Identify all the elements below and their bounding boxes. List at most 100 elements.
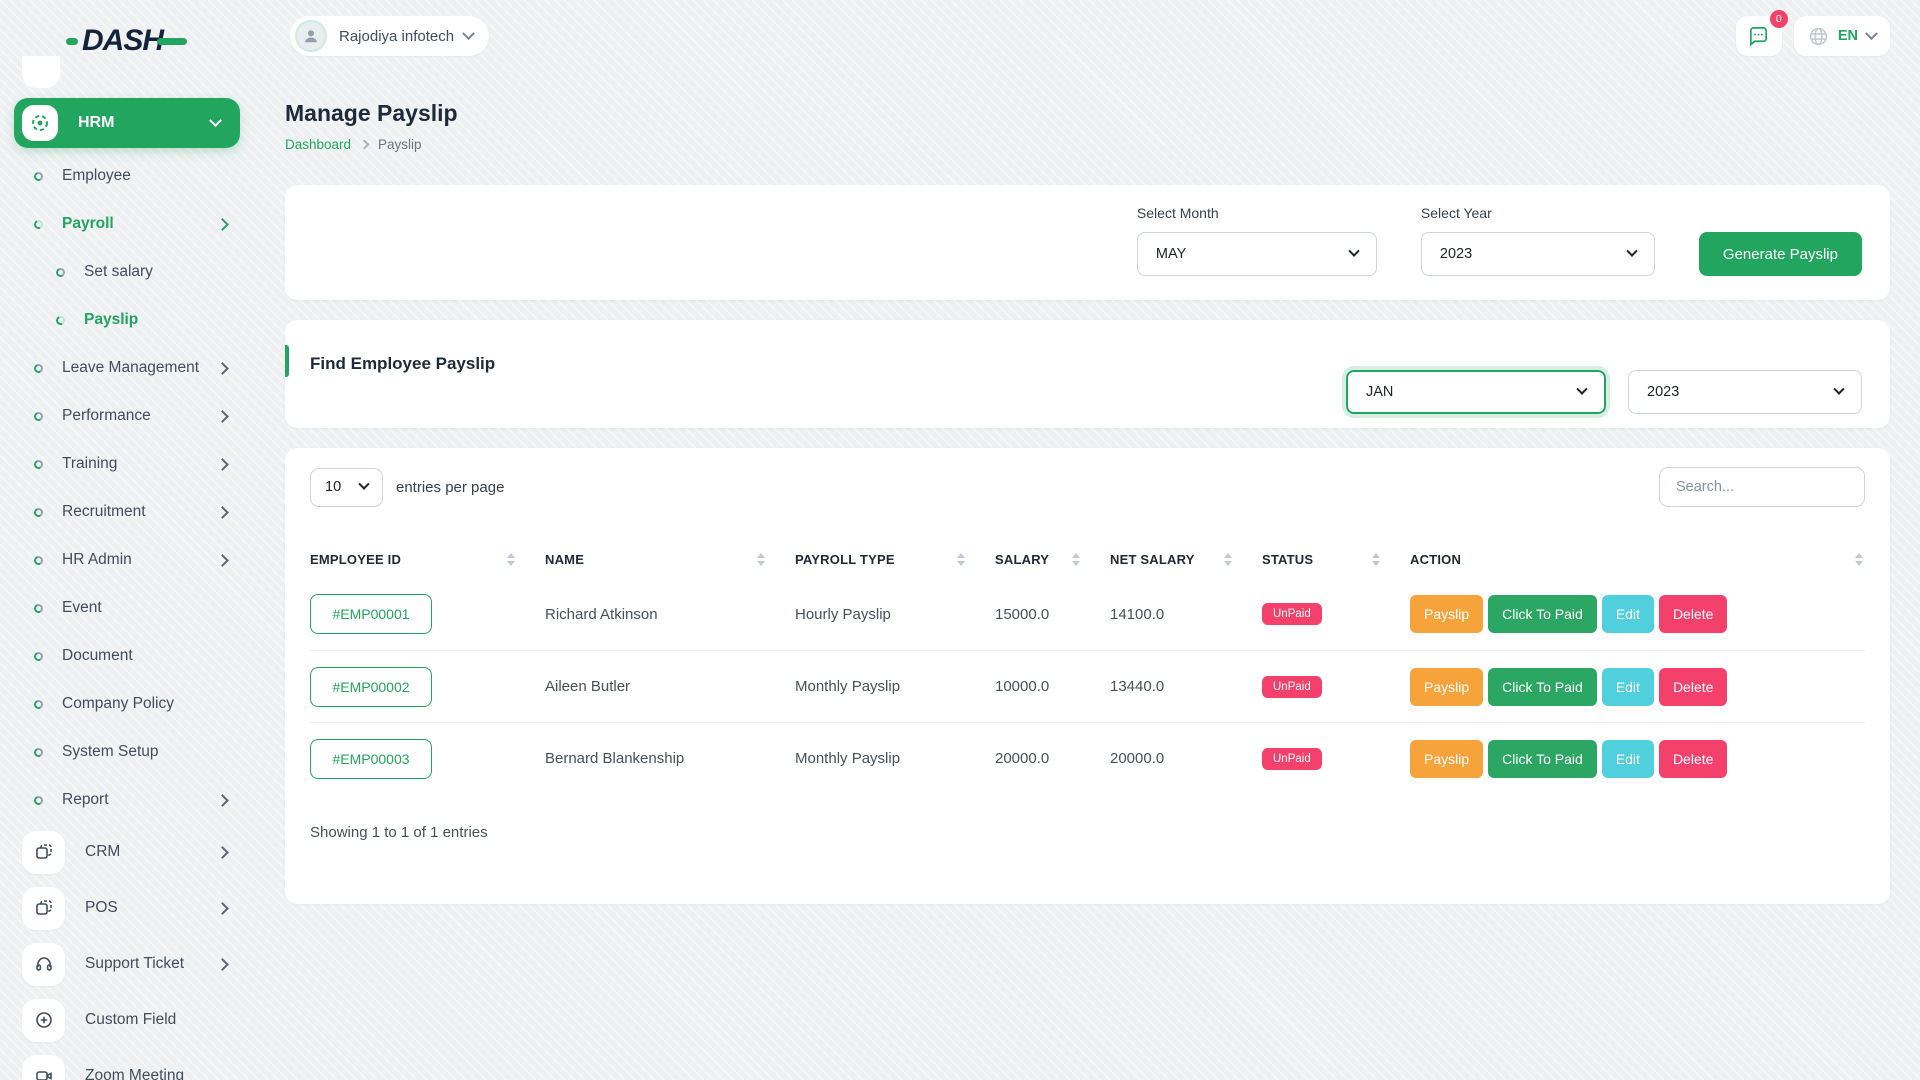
delete-button[interactable]: Delete — [1658, 667, 1728, 706]
sidebar-module-custom-field[interactable]: Custom Field — [0, 992, 255, 1048]
main-content: Manage Payslip Dashboard Payslip Select … — [285, 0, 1890, 1080]
click-to-paid-button[interactable]: Click To Paid — [1488, 667, 1597, 706]
sidebar-module-pos[interactable]: POS — [0, 880, 255, 936]
dot-icon — [54, 266, 67, 278]
salary: 20000.0 — [995, 750, 1050, 767]
payslip-button[interactable]: Payslip — [1410, 595, 1484, 633]
messages-button[interactable]: 0 — [1735, 10, 1788, 56]
chevron-right-icon — [216, 957, 229, 971]
click-to-paid-button[interactable]: Click To Paid — [1488, 595, 1597, 633]
chevron-right-icon — [216, 845, 229, 859]
dot-icon — [32, 410, 45, 422]
sidebar-module-support-ticket[interactable]: Support Ticket — [0, 936, 255, 992]
year-select[interactable]: 2023 — [1420, 232, 1655, 276]
net-salary: 14100.0 — [1110, 605, 1165, 623]
chevron-down-icon — [209, 113, 222, 127]
sidebar-nav: Employee Payroll Set salary Payslip Leav… — [0, 152, 255, 1080]
sidebar-item-leave-management[interactable]: Leave Management — [0, 344, 255, 392]
chevron-down-icon — [1576, 383, 1588, 395]
edit-button[interactable]: Edit — [1601, 739, 1654, 778]
sidebar-item-system-setup[interactable]: System Setup — [0, 728, 255, 776]
sidebar-item-payroll[interactable]: Payroll — [0, 200, 255, 248]
edit-button[interactable]: Edit — [1601, 595, 1654, 633]
sidebar-item-training[interactable]: Training — [0, 440, 255, 488]
chevron-down-icon — [1626, 245, 1638, 257]
dot-icon — [32, 170, 45, 182]
employee-id-button[interactable]: #EMP00003 — [310, 738, 432, 779]
generate-payslip-button[interactable]: Generate Payslip — [1698, 232, 1862, 276]
sidebar-item-hr-admin[interactable]: HR Admin — [0, 536, 255, 584]
company-name: Rajodiya infotech — [339, 27, 455, 45]
table-summary: Showing 1 to 1 of 1 entries — [310, 824, 488, 841]
plus-circle-icon — [22, 998, 65, 1042]
sort-icon[interactable] — [1855, 552, 1863, 566]
sidebar-module-hrm-label: HRM — [78, 114, 115, 131]
sidebar-item-report[interactable]: Report — [0, 776, 255, 824]
salary: 15000.0 — [995, 605, 1050, 623]
find-payslip-card: Find Employee Payslip JAN 2023 — [285, 320, 1890, 428]
column-action: ACTION — [1410, 551, 1462, 567]
company-selector[interactable]: Rajodiya infotech — [290, 16, 490, 56]
sidebar-item-set-salary[interactable]: Set salary — [0, 248, 255, 296]
search-input[interactable] — [1659, 467, 1865, 507]
brand-logo[interactable]: DASH — [66, 24, 188, 58]
chevron-right-icon — [216, 361, 229, 375]
messages-badge: 0 — [1769, 10, 1788, 28]
breadcrumb-dashboard-link[interactable]: Dashboard — [285, 137, 352, 152]
topbar-actions: 0 EN — [1735, 10, 1890, 56]
sort-icon[interactable] — [957, 552, 965, 566]
dot-icon — [32, 458, 45, 470]
dot-icon — [32, 506, 45, 518]
table-row: #EMP00002 Aileen Butler Monthly Payslip … — [310, 650, 1865, 722]
sort-icon[interactable] — [507, 552, 515, 566]
sidebar-item-company-policy[interactable]: Company Policy — [0, 680, 255, 728]
sidebar: DASH HRM Employee Payroll — [0, 0, 255, 1080]
chevron-right-icon — [216, 457, 229, 471]
logo-dash-right-icon — [157, 37, 188, 45]
table-row: #EMP00001 Richard Atkinson Hourly Paysli… — [310, 578, 1865, 650]
delete-button[interactable]: Delete — [1658, 739, 1728, 778]
sidebar-item-document[interactable]: Document — [0, 632, 255, 680]
chevron-down-icon — [1348, 245, 1360, 257]
sidebar-item-employee[interactable]: Employee — [0, 152, 255, 200]
sidebar-scroll-artifact — [22, 56, 60, 88]
sidebar-module-zoom-meeting[interactable]: Zoom Meeting — [0, 1048, 255, 1080]
sort-icon[interactable] — [1372, 552, 1380, 566]
page-size-select[interactable]: 10 — [310, 467, 383, 507]
click-to-paid-button[interactable]: Click To Paid — [1488, 739, 1597, 778]
payslip-button[interactable]: Payslip — [1410, 739, 1484, 778]
chevron-right-icon — [216, 217, 229, 231]
hrm-icon — [22, 105, 58, 141]
accent-bar — [285, 345, 289, 377]
globe-icon — [1809, 27, 1827, 45]
sort-icon[interactable] — [757, 552, 765, 566]
salary: 10000.0 — [995, 678, 1050, 695]
sidebar-module-crm[interactable]: CRM — [0, 824, 255, 880]
chevron-down-icon — [1833, 383, 1845, 395]
employee-id-button[interactable]: #EMP00001 — [310, 594, 432, 634]
payroll-type: Monthly Payslip — [795, 678, 901, 695]
dot-icon — [32, 602, 45, 614]
topbar: Rajodiya infotech 0 EN — [255, 0, 1920, 72]
month-select[interactable]: MAY — [1136, 232, 1377, 276]
find-year-select[interactable]: 2023 — [1628, 370, 1862, 414]
sidebar-item-payslip[interactable]: Payslip — [0, 296, 255, 344]
payslip-button[interactable]: Payslip — [1410, 667, 1484, 706]
sort-icon[interactable] — [1072, 552, 1080, 566]
sort-icon[interactable] — [1224, 552, 1232, 566]
employee-id-button[interactable]: #EMP00002 — [310, 666, 432, 707]
sidebar-item-performance[interactable]: Performance — [0, 392, 255, 440]
sidebar-item-event[interactable]: Event — [0, 584, 255, 632]
delete-button[interactable]: Delete — [1658, 595, 1728, 633]
page-title: Manage Payslip — [285, 100, 458, 126]
language-selector[interactable]: EN — [1793, 16, 1890, 56]
find-month-select[interactable]: JAN — [1346, 370, 1606, 414]
apps-icon — [22, 886, 65, 930]
dot-icon — [32, 362, 45, 374]
edit-button[interactable]: Edit — [1601, 667, 1654, 706]
employee-name: Aileen Butler — [545, 678, 631, 695]
video-icon — [22, 1054, 65, 1080]
sidebar-item-recruitment[interactable]: Recruitment — [0, 488, 255, 536]
sidebar-module-hrm[interactable]: HRM — [14, 98, 240, 148]
